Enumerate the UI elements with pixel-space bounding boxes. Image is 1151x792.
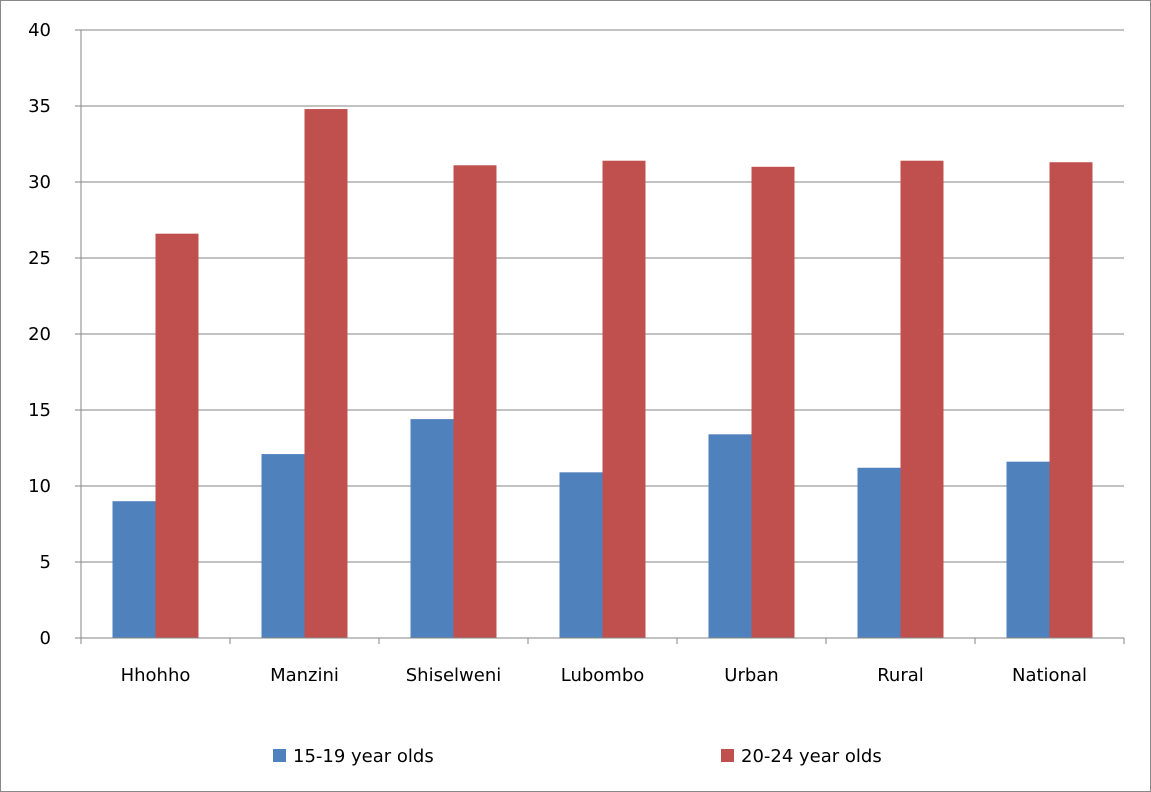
x-tick-label: Urban [724,665,778,686]
bar-lubombo-series-2 [602,160,646,638]
y-tick-label: 25 [28,248,51,269]
legend-label-series-1: 15-19 year olds [293,746,434,767]
bars [112,109,1093,639]
legend: 15-19 year olds 20-24 year olds [273,746,882,767]
bar-urban-series-2 [751,166,795,639]
bar-rural-series-1 [857,467,901,638]
bar-urban-series-1 [708,434,752,638]
bar-national-series-2 [1049,162,1093,639]
x-tick-label: Manzini [270,665,339,686]
x-tick-label: National [1012,665,1087,686]
bar-hhohho-series-1 [112,501,156,638]
x-tick-label: Lubombo [561,665,645,686]
legend-label-series-2: 20-24 year olds [741,746,882,767]
y-tick-label: 0 [40,628,51,649]
bar-rural-series-2 [900,160,944,638]
bar-manzini-series-2 [304,109,348,639]
y-tick-label: 15 [28,400,51,421]
bar-national-series-1 [1006,461,1050,638]
y-tick-label: 10 [28,476,51,497]
y-tick-label: 5 [40,552,51,573]
axes: 0 5 10 15 20 25 30 35 40 Hhohho Manzini Shiselweni L… [28,20,1125,686]
bar-shiselweni-series-2 [453,165,497,638]
x-tick-label: Rural [877,665,924,686]
x-tick-label: Hhohho [121,665,191,686]
y-tick-label: 35 [28,96,51,117]
bar-lubombo-series-1 [559,472,603,638]
y-tick-label: 30 [28,172,51,193]
y-tick-label: 20 [28,324,51,345]
bar-shiselweni-series-1 [410,419,454,638]
x-tick-label: Shiselweni [406,665,502,686]
legend-swatch-series-1 [273,749,286,762]
legend-swatch-series-2 [721,749,734,762]
bar-hhohho-series-2 [155,233,199,638]
y-tick-label: 40 [28,20,51,41]
bar-manzini-series-1 [261,454,305,638]
